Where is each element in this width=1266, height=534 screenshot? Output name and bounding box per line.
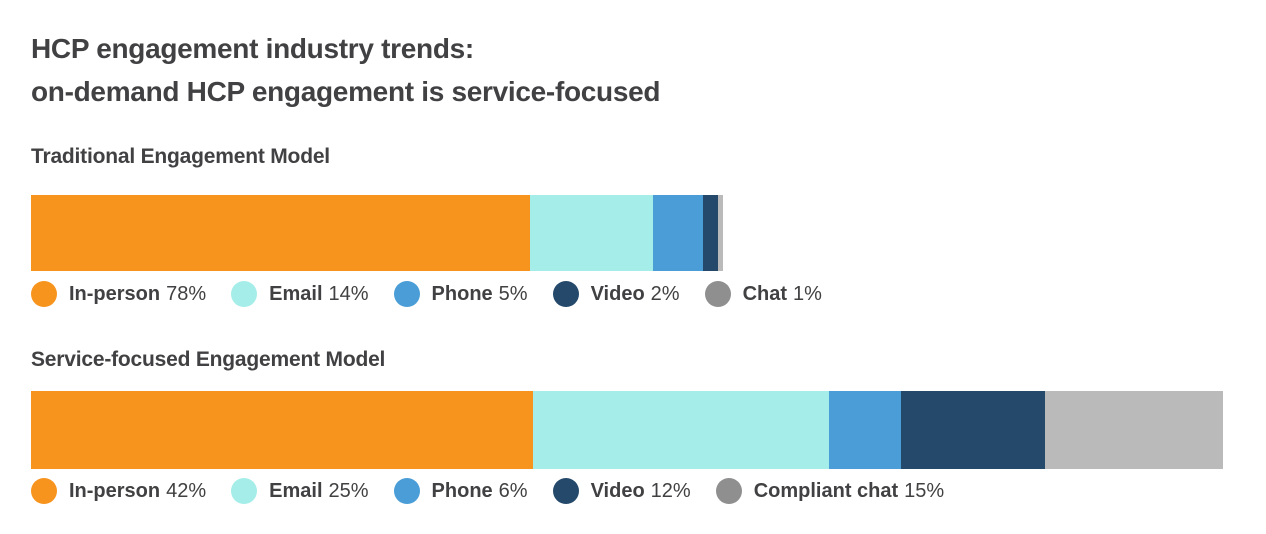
phone-dot-icon [393, 281, 420, 307]
bar-segment-phone [829, 391, 901, 469]
legend-value: 6% [498, 479, 528, 502]
legend-label: Phone [431, 282, 493, 305]
bar-segment-phone [653, 195, 703, 271]
legend-label: Phone [431, 479, 493, 502]
legend-label: Email [269, 282, 323, 305]
bar-segment-in-person [31, 195, 530, 271]
bar-segment-in-person [31, 391, 533, 469]
stacked-bar-traditional [31, 195, 723, 271]
bar-segment-video [901, 391, 1045, 469]
email-dot-icon [231, 478, 258, 504]
bar-segment-compliant-chat [1045, 391, 1223, 469]
email-dot-icon [231, 281, 258, 307]
legend-item-video: Video 2% [552, 281, 680, 307]
in-person-dot-icon [31, 478, 57, 504]
legend-label: Video [590, 282, 645, 305]
chart-title-line2: on-demand HCP engagement is service-focu… [31, 75, 661, 107]
legend-item-email: Email 14% [231, 281, 369, 307]
chart-title: HCP engagement industry trends: on-deman… [31, 27, 661, 113]
legend-value: 5% [498, 282, 528, 305]
bar-segment-email [530, 195, 653, 271]
legend-label: Video [590, 479, 645, 502]
chart-title-line1: HCP engagement industry trends: [31, 32, 474, 64]
legend-item-email: Email 25% [231, 478, 369, 504]
legend-item-compliant-chat: Compliant chat 15% [715, 478, 945, 504]
legend-value: 2% [650, 282, 680, 305]
legend-value: 14% [328, 282, 369, 305]
section-title-traditional: Traditional Engagement Model [31, 145, 330, 168]
bar-segment-chat [718, 195, 723, 271]
bar-segment-email [533, 391, 829, 469]
video-dot-icon [552, 281, 579, 307]
legend-item-phone: Phone 5% [393, 281, 528, 307]
legend-item-phone: Phone 6% [393, 478, 528, 504]
legend-value: 12% [650, 479, 691, 502]
legend-item-in-person: In-person 78% [31, 281, 206, 307]
legend-label: In-person [69, 479, 161, 502]
legend-value: 15% [904, 479, 945, 502]
legend-traditional: In-person 78% Email 14% Phone 5% Video 2… [31, 281, 822, 307]
bar-segment-video [703, 195, 718, 271]
legend-service-focused: In-person 42% Email 25% Phone 6% Video 1… [31, 478, 944, 504]
legend-value: 42% [166, 479, 207, 502]
legend-label: In-person [69, 282, 161, 305]
legend-value: 78% [166, 282, 207, 305]
compliant-chat-dot-icon [715, 478, 742, 504]
legend-label: Compliant chat [753, 479, 899, 502]
legend-label: Email [269, 479, 323, 502]
legend-item-video: Video 12% [552, 478, 691, 504]
legend-value: 25% [328, 479, 369, 502]
legend-label: Chat [742, 282, 788, 305]
legend-item-chat: Chat 1% [704, 281, 822, 307]
stacked-bar-service-focused [31, 391, 1223, 469]
in-person-dot-icon [31, 281, 57, 307]
legend-value: 1% [793, 282, 822, 305]
chat-dot-icon [704, 281, 731, 307]
section-title-service-focused: Service-focused Engagement Model [31, 348, 386, 371]
phone-dot-icon [393, 478, 420, 504]
video-dot-icon [552, 478, 579, 504]
legend-item-in-person: In-person 42% [31, 478, 206, 504]
